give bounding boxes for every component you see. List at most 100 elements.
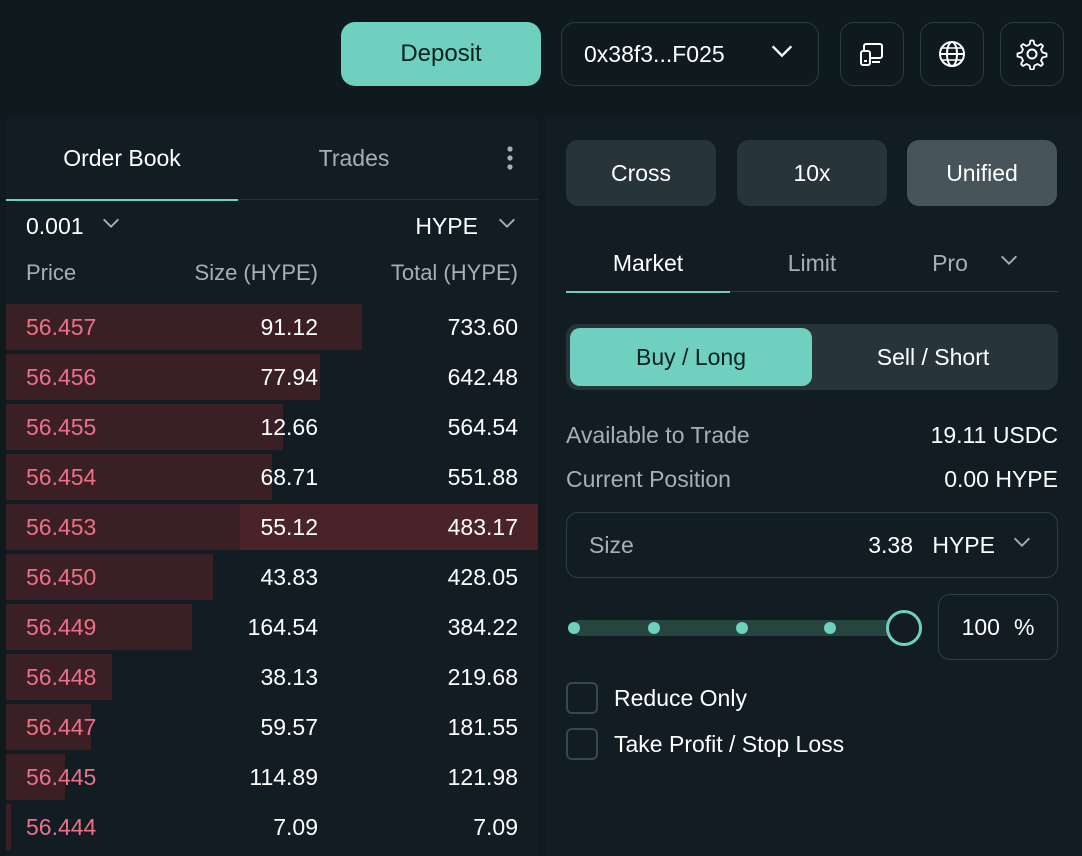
reduce-only-label: Reduce Only: [614, 684, 747, 711]
row-total: 7.09: [473, 814, 518, 840]
depth-bar: [6, 504, 240, 550]
position-value: 0.00 HYPE: [944, 466, 1058, 492]
buy-long-button[interactable]: Buy / Long: [570, 328, 812, 386]
order-book-row[interactable]: 56.456 77.94 642.48: [6, 354, 538, 400]
available-value: 19.11 USDC: [930, 422, 1058, 448]
order-book-row[interactable]: 56.445 114.89 121.98: [6, 754, 538, 800]
wallet-address: 0x38f3...F025: [584, 40, 725, 67]
order-book-row[interactable]: 56.453 55.12 483.17: [6, 504, 538, 550]
tab-pro[interactable]: Pro: [894, 234, 1058, 292]
row-price: 56.454: [26, 464, 97, 490]
row-total: 181.55: [447, 714, 518, 740]
order-book-header: Price Size (HYPE) Total (HYPE): [6, 260, 538, 296]
order-book-tabs: Order Book Trades: [6, 116, 538, 201]
column-total: Total (HYPE): [390, 260, 518, 285]
depth-bar: [6, 354, 320, 400]
row-total: 733.60: [447, 314, 518, 340]
language-button[interactable]: [920, 22, 984, 86]
depth-bar: [6, 554, 213, 600]
row-price: 56.448: [26, 664, 97, 690]
order-book-row[interactable]: 56.449 164.54 384.22: [6, 604, 538, 650]
row-price: 56.447: [26, 714, 97, 740]
depth-bar: [6, 654, 112, 700]
device-sync-button[interactable]: [840, 22, 904, 86]
tab-pro-label: Pro: [932, 249, 968, 276]
row-total: 219.68: [447, 664, 518, 690]
row-size: 12.66: [260, 414, 318, 440]
order-book-row[interactable]: 56.457 91.12 733.60: [6, 304, 538, 350]
available-to-trade-row: Available to Trade 19.11 USDC: [566, 422, 1058, 454]
tab-order-book[interactable]: Order Book: [6, 116, 238, 201]
row-price: 56.445: [26, 764, 97, 790]
slider-stop-50[interactable]: [736, 622, 748, 634]
row-price: 56.456: [26, 364, 97, 390]
tab-market[interactable]: Market: [566, 234, 730, 293]
depth-bar: [6, 454, 272, 500]
row-size: 91.12: [260, 314, 318, 340]
column-price: Price: [26, 260, 77, 285]
row-total: 642.48: [447, 364, 518, 390]
leverage-button[interactable]: 10x: [737, 140, 887, 206]
row-total: 384.22: [447, 614, 518, 640]
chevron-down-icon: [1011, 531, 1033, 559]
percent-value: 100: [961, 613, 1000, 640]
row-size: 114.89: [249, 764, 318, 790]
top-bar: Deposit 0x38f3...F025: [0, 0, 1082, 108]
row-size: 59.57: [260, 714, 318, 740]
trade-panel: Cross 10x Unified Market Limit Pro Buy /…: [546, 116, 1082, 856]
row-size: 55.12: [260, 514, 318, 540]
order-book-row[interactable]: 56.450 43.83 428.05: [6, 554, 538, 600]
tp-sl-row[interactable]: Take Profit / Stop Loss: [566, 727, 844, 761]
gear-icon: [1016, 39, 1048, 70]
precision-value: 0.001: [26, 212, 84, 239]
sell-short-button[interactable]: Sell / Short: [876, 343, 990, 370]
slider-stop-25[interactable]: [648, 622, 660, 634]
chevron-down-icon: [100, 212, 122, 240]
order-book-row[interactable]: 56.448 38.13 219.68: [6, 654, 538, 700]
slider-handle[interactable]: [886, 610, 922, 646]
current-position-row: Current Position 0.00 HYPE: [566, 466, 1058, 498]
reduce-only-checkbox[interactable]: [566, 682, 598, 714]
percent-sign: %: [1013, 613, 1035, 640]
percent-input[interactable]: 100 %: [938, 594, 1058, 660]
slider-stop-0[interactable]: [568, 622, 580, 634]
order-book-row[interactable]: 56.444 7.09 7.09: [6, 804, 538, 850]
slider-stop-75[interactable]: [824, 622, 836, 634]
wallet-dropdown[interactable]: 0x38f3...F025: [561, 22, 819, 86]
side-toggle: Buy / Long Sell / Short: [566, 324, 1058, 390]
settings-button[interactable]: [1000, 22, 1064, 86]
row-price: 56.450: [26, 564, 97, 590]
row-size: 164.54: [247, 614, 318, 640]
tab-limit[interactable]: Limit: [787, 249, 837, 276]
account-mode-button[interactable]: Unified: [907, 140, 1057, 206]
size-input[interactable]: Size 3.38 HYPE: [566, 512, 1058, 578]
available-label: Available to Trade: [566, 422, 750, 448]
size-value[interactable]: 3.38: [868, 532, 913, 558]
depth-bar: [6, 754, 65, 800]
row-total: 121.98: [447, 764, 518, 790]
tab-trades[interactable]: Trades: [318, 144, 390, 171]
depth-bar: [6, 804, 11, 850]
order-book-row[interactable]: 56.455 12.66 564.54: [6, 404, 538, 450]
deposit-button[interactable]: Deposit: [341, 22, 541, 86]
depth-bar: [6, 604, 192, 650]
tp-sl-checkbox[interactable]: [566, 728, 598, 760]
chevron-down-icon: [496, 212, 518, 240]
row-total: 428.05: [447, 564, 518, 590]
size-unit: HYPE: [932, 531, 995, 558]
margin-mode-button[interactable]: Cross: [566, 140, 716, 206]
order-book-row[interactable]: 56.454 68.71 551.88: [6, 454, 538, 500]
depth-bar: [6, 404, 283, 450]
size-slider[interactable]: [566, 610, 922, 646]
column-size: Size (HYPE): [194, 260, 318, 285]
row-price: 56.453: [26, 514, 97, 540]
precision-select[interactable]: 0.001: [26, 212, 122, 240]
row-size: 68.71: [260, 464, 318, 490]
reduce-only-row[interactable]: Reduce Only: [566, 681, 747, 715]
size-unit-select[interactable]: HYPE: [932, 513, 1033, 577]
order-book-row[interactable]: 56.447 59.57 181.55: [6, 704, 538, 750]
row-total: 564.54: [447, 414, 518, 440]
more-options-icon[interactable]: [496, 142, 524, 174]
asset-unit-select[interactable]: HYPE: [415, 212, 518, 240]
depth-bar: [6, 704, 91, 750]
